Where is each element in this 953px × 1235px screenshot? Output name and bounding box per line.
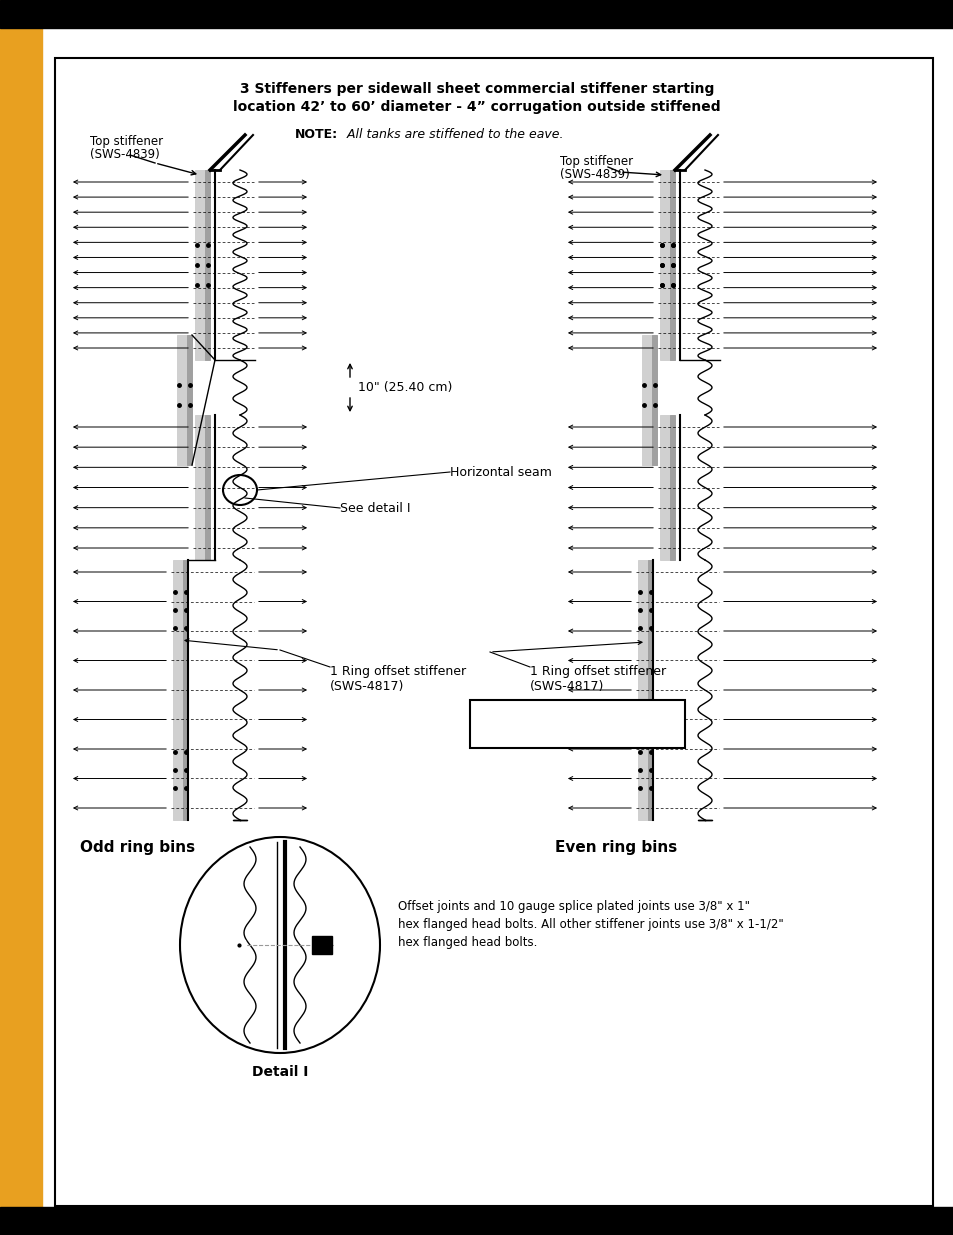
Bar (659, 170, 669, 359)
Text: Top stiffener: Top stiffener (559, 156, 633, 168)
Bar (669, 415, 675, 559)
Text: Even ring bins: Even ring bins (555, 840, 677, 855)
Text: (SWS-4839): (SWS-4839) (90, 148, 159, 161)
Bar (0, 0, 42, 1235)
Bar (0, 1207, 953, 1235)
Bar (205, 415, 210, 559)
Text: NOTE:: NOTE: (294, 128, 337, 141)
Text: 3 Stiffeners per sidewall sheet commercial stiffener starting: 3 Stiffeners per sidewall sheet commerci… (239, 82, 714, 96)
Text: 1 Ring offset stiffener: 1 Ring offset stiffener (530, 664, 665, 678)
Text: Odd ring bins: Odd ring bins (80, 840, 195, 855)
Bar (651, 335, 657, 466)
Bar (638, 559, 647, 820)
Bar (205, 170, 210, 359)
Bar (659, 415, 669, 559)
Bar (194, 170, 205, 359)
Bar (470, 700, 684, 748)
Text: (SWS-4817): (SWS-4817) (330, 680, 404, 693)
Text: Horizontal seam: Horizontal seam (450, 466, 551, 478)
Bar (647, 559, 652, 820)
Bar (172, 559, 183, 820)
Bar (641, 335, 651, 466)
Text: Top stiffener: Top stiffener (90, 135, 163, 148)
Bar (312, 936, 332, 953)
Bar (0, 0, 953, 28)
Text: See detail I: See detail I (339, 501, 410, 515)
Text: location 42’ to 60’ diameter - 4” corrugation outside stiffened: location 42’ to 60’ diameter - 4” corrug… (233, 100, 720, 114)
Text: 1 Ring offset stiffener: 1 Ring offset stiffener (330, 664, 466, 678)
Bar (187, 335, 192, 466)
Text: (SWS-4839): (SWS-4839) (559, 168, 629, 182)
Text: All tanks are stiffened to the eave.: All tanks are stiffened to the eave. (343, 128, 563, 141)
Bar (194, 415, 205, 559)
Ellipse shape (180, 837, 379, 1053)
Text: 10" (25.40 cm): 10" (25.40 cm) (357, 382, 452, 394)
Text: Detail I: Detail I (252, 1065, 308, 1079)
Text: Offset joints and 10 gauge splice plated joints use 3/8" x 1"
hex flanged head b: Offset joints and 10 gauge splice plated… (397, 900, 783, 948)
Bar (177, 335, 187, 466)
Bar (233, 940, 245, 950)
Bar (183, 559, 188, 820)
Bar (669, 170, 675, 359)
Text: (SWS-4817): (SWS-4817) (530, 680, 604, 693)
